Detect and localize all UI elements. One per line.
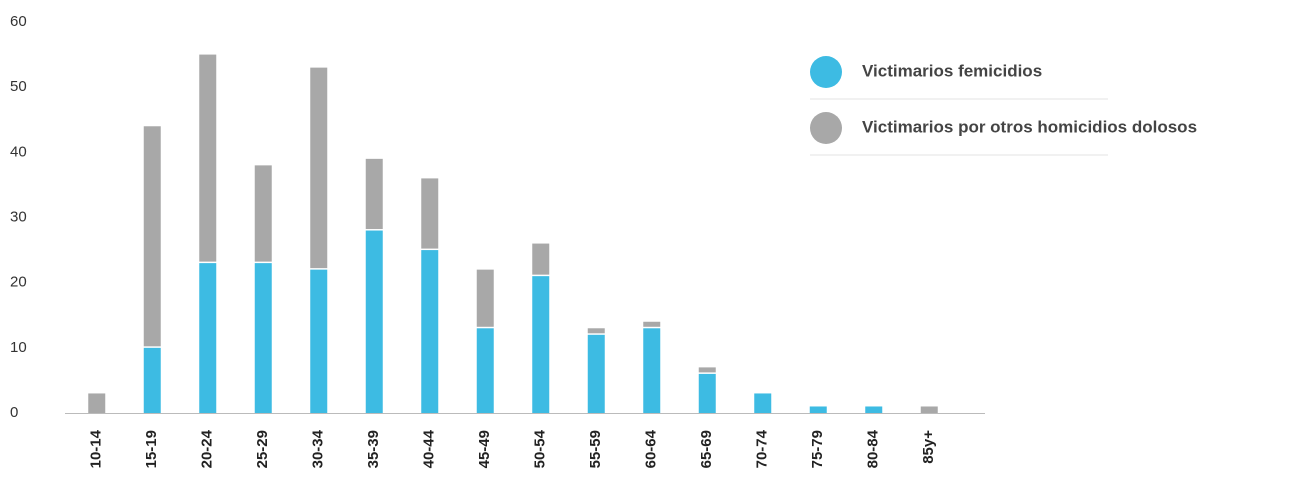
bar-segment — [254, 165, 272, 262]
bar-segment — [587, 328, 605, 334]
x-tick-label: 30-34 — [310, 429, 327, 468]
x-tick-label: 85y+ — [920, 430, 937, 464]
bar-segment — [421, 250, 439, 413]
bar-segment — [143, 347, 161, 413]
y-tick-label: 60 — [10, 13, 27, 30]
y-tick-label: 10 — [10, 339, 27, 356]
bar-segment — [199, 54, 217, 262]
bar-segment — [754, 393, 772, 413]
x-tick-label: 60-64 — [643, 429, 660, 468]
bar-segment — [88, 393, 106, 413]
bar-segment — [587, 334, 605, 413]
bar-segment — [365, 230, 383, 413]
y-tick-label: 50 — [10, 78, 27, 95]
x-tick-label: 15-19 — [143, 430, 160, 468]
y-tick-label: 30 — [10, 208, 27, 225]
bar-segment — [143, 126, 161, 347]
bar-segment — [698, 373, 716, 413]
legend-label: Victimarios por otros homicidios dolosos — [862, 117, 1197, 136]
y-tick-label: 20 — [10, 274, 27, 291]
legend-swatch — [810, 112, 842, 144]
bar-segment — [532, 276, 550, 413]
bar-segment — [865, 406, 883, 413]
x-tick-label: 20-24 — [199, 429, 216, 468]
bar-segment — [254, 263, 272, 413]
bar-segment — [199, 263, 217, 413]
bar-segment — [476, 269, 494, 327]
x-tick-label: 25-29 — [254, 430, 271, 468]
x-tick-label: 55-59 — [587, 430, 604, 468]
bar-segment — [365, 158, 383, 230]
x-tick-label: 50-54 — [532, 429, 549, 468]
y-tick-label: 40 — [10, 143, 27, 160]
x-tick-label: 65-69 — [698, 430, 715, 468]
bar-segment — [476, 328, 494, 413]
x-tick-label: 75-79 — [809, 430, 826, 468]
x-tick-label: 45-49 — [476, 430, 493, 468]
x-tick-label: 35-39 — [365, 430, 382, 468]
bar-segment — [809, 406, 827, 413]
bar-segment — [698, 367, 716, 373]
bar-segment — [920, 406, 938, 413]
bar-segment — [532, 243, 550, 275]
legend-label: Victimarios femicidios — [862, 61, 1042, 80]
x-tick-label: 10-14 — [88, 429, 105, 468]
x-tick-label: 40-44 — [421, 429, 438, 468]
legend-swatch — [810, 56, 842, 88]
x-tick-label: 80-84 — [865, 429, 882, 468]
bar-segment — [643, 321, 661, 327]
bar-segment — [310, 67, 328, 269]
y-tick-label: 0 — [10, 404, 18, 421]
bar-segment — [421, 178, 439, 249]
bar-segment — [310, 269, 328, 413]
x-tick-label: 70-74 — [754, 429, 771, 468]
bar-segment — [643, 328, 661, 413]
